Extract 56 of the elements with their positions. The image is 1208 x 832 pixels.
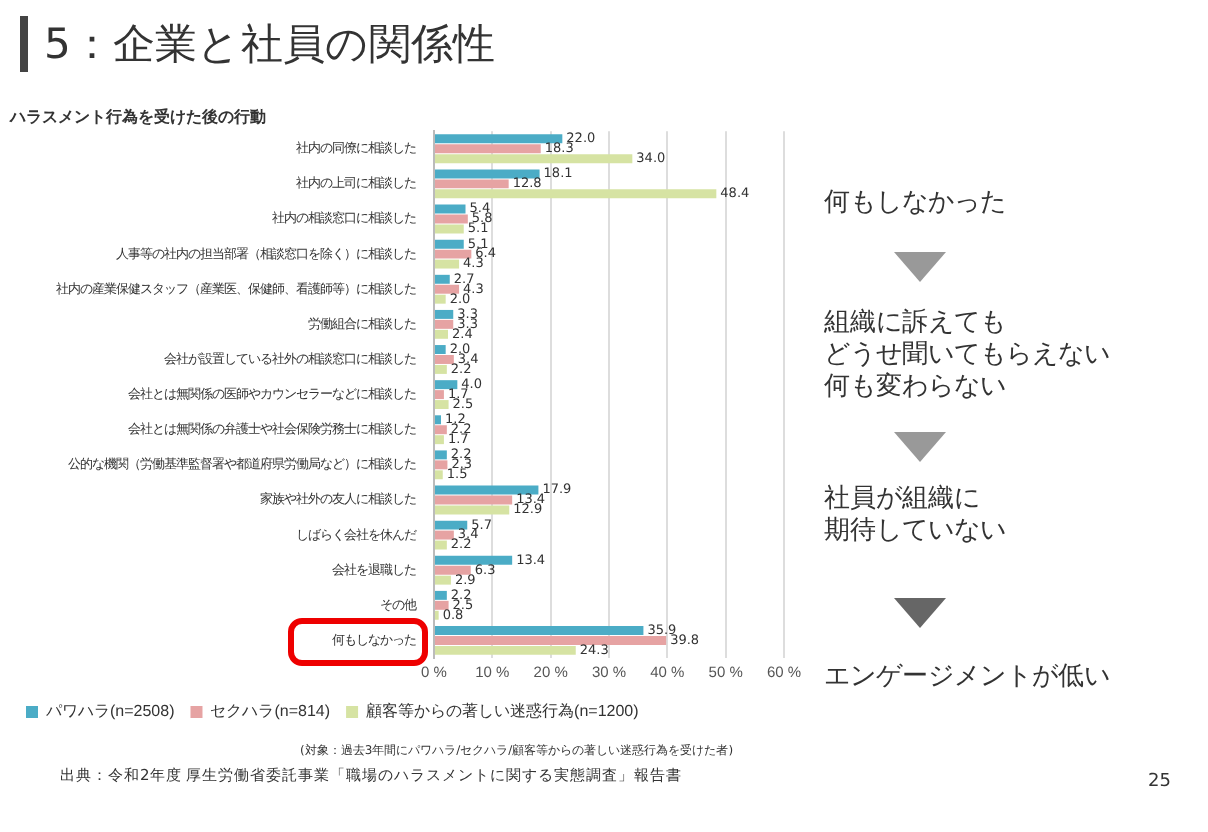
text: どうせ聞いてもらえない — [824, 340, 1110, 372]
bar — [435, 249, 472, 259]
bar — [435, 319, 454, 329]
bar — [435, 425, 447, 435]
bar — [435, 345, 446, 355]
bar — [435, 540, 447, 550]
bar — [435, 645, 576, 655]
text: 社員が組織に — [824, 484, 980, 516]
bar — [435, 530, 454, 540]
bar — [435, 555, 513, 565]
bar — [435, 495, 513, 505]
bar — [435, 600, 449, 610]
bar — [435, 224, 464, 234]
bar — [435, 239, 464, 249]
bar — [435, 505, 510, 515]
bar — [435, 450, 447, 460]
bar — [435, 380, 458, 390]
text: 期待していない — [824, 516, 1006, 549]
bar — [435, 435, 444, 445]
bar — [435, 134, 563, 144]
bar — [435, 294, 446, 304]
bar — [435, 626, 644, 635]
bar — [435, 635, 667, 645]
legend-label: パワハラ(n=2508) — [44, 702, 176, 721]
chart-title: 5：企業と社員の関係性 — [20, 16, 495, 72]
text: 25 — [1148, 772, 1171, 795]
bar — [435, 274, 450, 284]
text: 何も変わらない — [824, 372, 1006, 405]
bar — [435, 415, 441, 425]
text: 組織に訴えても — [824, 308, 1006, 341]
bar — [435, 364, 447, 374]
text: ハラスメント行為を受けた後の行動 — [8, 108, 266, 127]
bar — [435, 284, 460, 294]
bar — [435, 179, 509, 189]
bar — [435, 400, 449, 410]
bar — [435, 189, 717, 199]
bar — [435, 590, 447, 600]
bar — [435, 460, 448, 470]
bar — [435, 144, 541, 154]
bar — [435, 169, 540, 179]
bar — [435, 309, 454, 319]
bar — [435, 154, 633, 164]
bar — [435, 204, 466, 214]
legend-label: セクハラ(n=814) — [210, 702, 331, 721]
bar — [435, 390, 444, 400]
bar — [435, 565, 471, 575]
bar — [435, 329, 448, 339]
text: エンゲージメントが低い — [824, 662, 1110, 695]
text: 何もしなかった — [824, 188, 1006, 221]
legend-label: 顧客等からの著しい迷惑行為(n=1200) — [366, 702, 640, 721]
bar — [435, 259, 460, 269]
bar — [435, 520, 468, 530]
bar — [435, 214, 468, 224]
bar — [435, 575, 451, 585]
bar — [435, 470, 443, 480]
bar — [435, 355, 454, 364]
